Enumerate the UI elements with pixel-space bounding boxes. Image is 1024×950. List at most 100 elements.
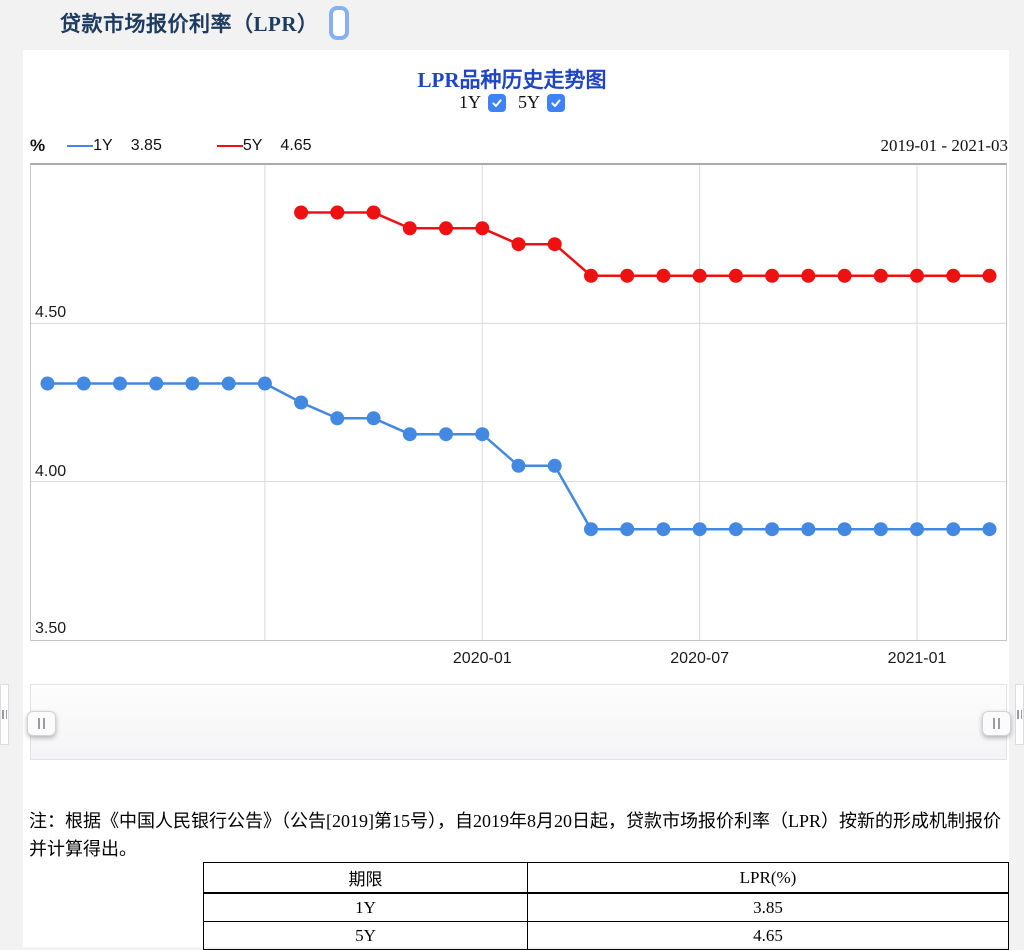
data-point-1y[interactable] — [113, 376, 127, 391]
legend-item-5y: 5Y 4.65 — [216, 137, 312, 155]
grip-icon — [43, 718, 45, 729]
legend-value-1y: 3.85 — [130, 137, 162, 154]
data-point-5y[interactable] — [873, 268, 888, 283]
data-point-5y[interactable] — [620, 268, 635, 283]
chart-title: LPR品种历史走势图 — [417, 68, 607, 92]
data-point-5y[interactable] — [728, 268, 743, 283]
data-point-5y[interactable] — [801, 268, 816, 283]
table-row: 5Y 4.65 — [203, 921, 1009, 950]
data-point-5y[interactable] — [511, 237, 526, 252]
data-point-5y[interactable] — [910, 268, 924, 283]
scrollbar-right-cap[interactable] — [1015, 684, 1024, 745]
data-point-5y[interactable] — [547, 237, 562, 252]
data-point-1y[interactable] — [765, 522, 780, 537]
legend-name-1y: 1Y — [93, 137, 113, 154]
data-point-1y[interactable] — [475, 427, 490, 442]
date-range-label: 2019-01 - 2021-03 — [880, 136, 1008, 155]
y-axis-tick-label: 3.50 — [35, 620, 67, 637]
table-cell-rate-1y: 3.85 — [527, 892, 1009, 922]
data-point-1y[interactable] — [692, 522, 707, 537]
data-point-5y[interactable] — [475, 221, 490, 236]
data-point-1y[interactable] — [837, 522, 852, 537]
data-point-5y[interactable] — [402, 221, 417, 236]
grip-icon — [993, 718, 995, 729]
grip-icon — [2, 710, 4, 719]
y-axis-unit-label: % — [30, 136, 46, 155]
grip-icon — [1020, 710, 1022, 719]
checkbox-5y[interactable] — [547, 93, 565, 112]
page-title: 贷款市场报价利率（LPR） — [60, 12, 319, 36]
checkbox-1y[interactable] — [488, 93, 506, 112]
legend-line-swatch-5y — [216, 145, 243, 147]
page-header: 贷款市场报价利率（LPR） — [60, 6, 349, 40]
data-point-5y[interactable] — [366, 205, 381, 220]
data-point-5y[interactable] — [982, 268, 997, 283]
data-point-1y[interactable] — [873, 522, 888, 537]
data-point-1y[interactable] — [185, 376, 200, 391]
data-point-1y[interactable] — [547, 458, 562, 473]
data-point-5y[interactable] — [837, 268, 852, 283]
data-point-1y[interactable] — [149, 376, 164, 391]
series-toggle-row: 1Y 5Y — [0, 92, 1024, 113]
data-point-1y[interactable] — [366, 411, 381, 426]
range-selector-right-handle[interactable] — [982, 711, 1011, 736]
check-icon — [492, 98, 502, 107]
table-cell-rate-5y: 4.65 — [527, 921, 1009, 950]
data-point-5y[interactable] — [330, 205, 345, 220]
legend-item-1y: 1Y 3.85 — [67, 137, 162, 155]
data-point-5y[interactable] — [656, 268, 671, 283]
data-point-1y[interactable] — [439, 427, 453, 442]
table-header-row: 期限 LPR(%) — [203, 862, 1009, 894]
data-point-1y[interactable] — [402, 427, 417, 442]
data-point-5y[interactable] — [765, 268, 780, 283]
data-point-1y[interactable] — [294, 395, 309, 410]
legend-line-swatch-1y — [67, 145, 94, 147]
data-point-1y[interactable] — [76, 376, 91, 391]
data-point-5y[interactable] — [439, 221, 453, 236]
check-icon — [551, 98, 561, 107]
data-point-1y[interactable] — [584, 522, 598, 537]
legend: % 1Y 3.85 5Y 4.65 — [30, 136, 312, 156]
x-axis-tick-label: 2020-01 — [452, 650, 512, 667]
data-point-5y[interactable] — [584, 268, 598, 283]
x-axis-tick-label: 2020-07 — [670, 650, 729, 667]
series-line-5y — [301, 211, 990, 278]
grip-icon — [1017, 710, 1019, 719]
table-row: 1Y 3.85 — [203, 892, 1009, 922]
checkbox-label-5y: 5Y — [518, 92, 540, 112]
y-axis-tick-label: 4.50 — [35, 304, 67, 322]
data-point-1y[interactable] — [257, 376, 272, 391]
phone-outline-icon[interactable] — [328, 6, 349, 40]
data-point-1y[interactable] — [728, 522, 743, 537]
grip-icon — [998, 718, 1000, 729]
grip-icon — [38, 718, 40, 729]
table-cell-term-1y: 1Y — [203, 892, 528, 922]
data-point-1y[interactable] — [620, 522, 635, 537]
checkbox-label-1y: 1Y — [459, 92, 481, 112]
y-axis-tick-label: 4.00 — [35, 462, 67, 480]
x-axis-tick-label: 2021-01 — [887, 650, 947, 667]
data-point-5y[interactable] — [692, 268, 707, 283]
data-point-1y[interactable] — [40, 376, 55, 391]
legend-name-5y: 5Y — [242, 137, 263, 154]
data-point-1y[interactable] — [982, 522, 997, 537]
range-selector-track[interactable] — [30, 684, 1007, 760]
series-line-1y — [47, 382, 990, 531]
chart-canvas — [31, 165, 1006, 640]
data-point-1y[interactable] — [221, 376, 236, 391]
table-cell-term-5y: 5Y — [203, 921, 528, 950]
footnote: 注：根据《中国人民银行公告》（公告[2019]第15号），自2019年8月20日… — [29, 811, 1001, 859]
data-point-1y[interactable] — [656, 522, 671, 537]
data-point-1y[interactable] — [801, 522, 816, 537]
table-header-term: 期限 — [203, 862, 528, 894]
scrollbar-left-cap[interactable] — [0, 684, 9, 745]
data-point-5y[interactable] — [294, 205, 309, 220]
data-point-1y[interactable] — [946, 522, 961, 537]
data-point-1y[interactable] — [330, 411, 345, 426]
data-point-1y[interactable] — [511, 458, 526, 473]
data-point-1y[interactable] — [910, 522, 924, 537]
range-selector-left-handle[interactable] — [27, 711, 56, 736]
data-point-5y[interactable] — [946, 268, 961, 283]
grip-icon — [5, 710, 7, 719]
